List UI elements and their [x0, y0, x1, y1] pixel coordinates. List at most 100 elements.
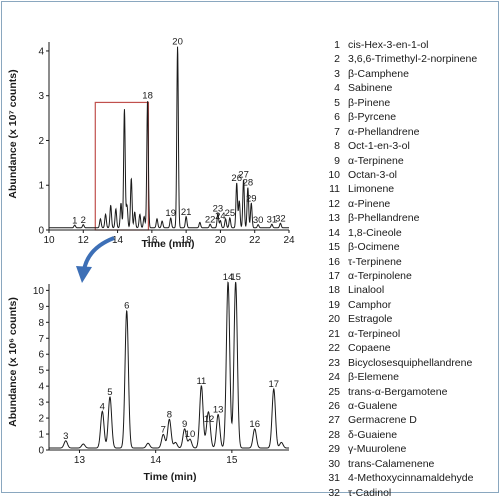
legend-item: 8 Oct-1-en-3-ol — [320, 139, 496, 153]
legend-compound-name: γ-Muurolene — [348, 443, 407, 456]
bottom-y-tick-label: 1 — [38, 430, 44, 441]
legend-item: 20 Estragole — [320, 312, 496, 326]
legend-compound-name: 4-Methoxycinnamaldehyde — [348, 472, 474, 485]
peak-label-11: 11 — [196, 376, 206, 387]
legend-item: 22 Copaene — [320, 341, 496, 355]
legend-number: 7 — [334, 125, 340, 138]
legend-item: 25 trans-α-Bergamotene — [320, 385, 496, 399]
top-y-tick-label: 0 — [38, 226, 44, 237]
legend-number: 6 — [334, 111, 340, 124]
legend-compound-name: trans-α-Bergamotene — [348, 385, 448, 398]
legend-number: 24 — [328, 371, 340, 384]
legend-number: 18 — [328, 284, 340, 297]
legend-item: 32 τ-Cadinol — [320, 486, 496, 500]
peak-label-24: 24 — [215, 211, 226, 222]
legend-item: 18 Linalool — [320, 283, 496, 297]
legend-number: 11 — [329, 183, 340, 196]
legend-number: 25 — [328, 385, 340, 398]
legend-compound-name: α-Terpinolene — [348, 270, 412, 282]
legend-number: 23 — [328, 356, 340, 369]
legend-compound-name: β-Phellandrene — [348, 212, 420, 225]
legend-compound-name: α-Pinene — [348, 197, 391, 210]
legend-compound-name: Octan-3-ol — [348, 168, 398, 181]
legend-compound-name: β-Ocimene — [348, 241, 400, 254]
peak-label-5: 5 — [107, 387, 112, 398]
peak-label-28: 28 — [243, 178, 254, 189]
bottom-x-tick-label: 14 — [150, 455, 162, 466]
legend-item: 7 α-Phellandrene — [320, 125, 496, 139]
top-x-axis-title: Time (min) — [142, 238, 195, 250]
legend-number: 5 — [334, 96, 340, 109]
bottom-y-tick-label: 10 — [33, 286, 45, 297]
legend-compound-name: Bicyclosesquiphellandrene — [348, 356, 473, 369]
legend-item: 6 β-Pyrcene — [320, 110, 496, 124]
legend-compound-name: 3,6,6-Trimethyl-2-norpinene — [348, 53, 478, 66]
peak-label-21: 21 — [181, 207, 192, 218]
peak-label-8: 8 — [167, 409, 172, 420]
legend-number: 4 — [334, 82, 340, 95]
legend-compound-name: α-Phellandrene — [348, 125, 420, 138]
legend-number: 10 — [328, 168, 340, 181]
legend-number: 2 — [334, 53, 340, 66]
top-x-tick-label: 20 — [215, 235, 227, 246]
top-y-tick-label: 4 — [38, 46, 44, 57]
legend-compound-name: α-Terpineol — [348, 327, 401, 340]
top-x-tick-label: 22 — [249, 235, 261, 246]
legend-compound-name: α-Gualene — [348, 399, 398, 412]
legend-compound-name: Limonene — [348, 183, 395, 196]
bottom-y-tick-label: 5 — [38, 366, 44, 377]
bottom-y-tick-label: 0 — [38, 446, 44, 457]
bottom-x-tick-label: 13 — [74, 455, 86, 466]
bottom-y-tick-label: 9 — [38, 302, 44, 313]
chromatogram-zoom: Time (min) Abundance (x 10⁶ counts) 13 14… — [7, 272, 289, 483]
bottom-y-tick-label: 2 — [38, 414, 44, 425]
peak-label-10: 10 — [185, 429, 196, 440]
peak-label-29: 29 — [246, 193, 257, 204]
bottom-y-tick-label: 6 — [38, 350, 44, 361]
top-x-tick-label: 10 — [43, 235, 55, 246]
legend-item: 14 1,8-Cineole — [320, 226, 496, 240]
top-x-tick-label: 16 — [146, 235, 158, 246]
legend-number: 20 — [328, 313, 340, 326]
legend-item: 26 α-Gualene — [320, 399, 496, 413]
legend-number: 27 — [328, 414, 340, 427]
legend-number: 29 — [328, 443, 340, 456]
peak-label-13: 13 — [213, 404, 224, 415]
legend-item: 31 4-Methoxycinnamaldehyde — [320, 471, 496, 485]
top-y-tick-label: 2 — [38, 136, 44, 147]
legend-number: 1 — [334, 39, 340, 51]
legend-item: 29 γ-Muurolene — [320, 442, 496, 456]
peak-label-31: 31 — [267, 214, 278, 225]
legend-compound-name: Germacrene D — [348, 414, 417, 427]
legend-item: 1 cis-Hex-3-en-1-ol — [320, 38, 496, 52]
legend-number: 14 — [328, 226, 340, 239]
legend-item: 13 β-Phellandrene — [320, 211, 496, 225]
chromatogram-full: Time (min) Abundance (x 10⁷ counts) 10 12… — [7, 37, 295, 250]
peak-label-32: 32 — [275, 214, 286, 225]
legend-compound-name: trans-Calamenene — [348, 457, 435, 470]
zoom-arrowhead-icon — [76, 266, 92, 283]
peak-label-18: 18 — [142, 90, 153, 101]
legend-number: 8 — [334, 140, 340, 153]
legend-number: 19 — [328, 298, 340, 311]
zoom-arrow-icon — [82, 236, 115, 271]
peak-label-15: 15 — [230, 272, 241, 283]
legend-number: 28 — [328, 428, 340, 441]
peak-label-14: 14 — [223, 272, 234, 283]
compound-legend: 1 cis-Hex-3-en-1-ol 2 3,6,6-Trimethyl-2-nor… — [320, 38, 496, 500]
legend-compound-name: δ-Guaiene — [348, 428, 398, 441]
peak-label-1: 1 — [72, 215, 77, 226]
legend-item: 23 Bicyclosesquiphellandrene — [320, 356, 496, 370]
legend-item: 12 α-Pinene — [320, 197, 496, 211]
legend-number: 13 — [328, 212, 340, 225]
peak-label-4: 4 — [100, 401, 105, 412]
legend-compound-name: β-Camphene — [348, 67, 409, 80]
top-x-tick-label: 18 — [181, 235, 193, 246]
peak-label-23: 23 — [213, 204, 224, 215]
legend-item: 21 α-Terpineol — [320, 327, 496, 341]
bottom-y-tick-label: 3 — [38, 398, 44, 409]
legend-compound-name: τ-Cadinol — [348, 486, 392, 499]
peak-label-30: 30 — [253, 215, 264, 226]
